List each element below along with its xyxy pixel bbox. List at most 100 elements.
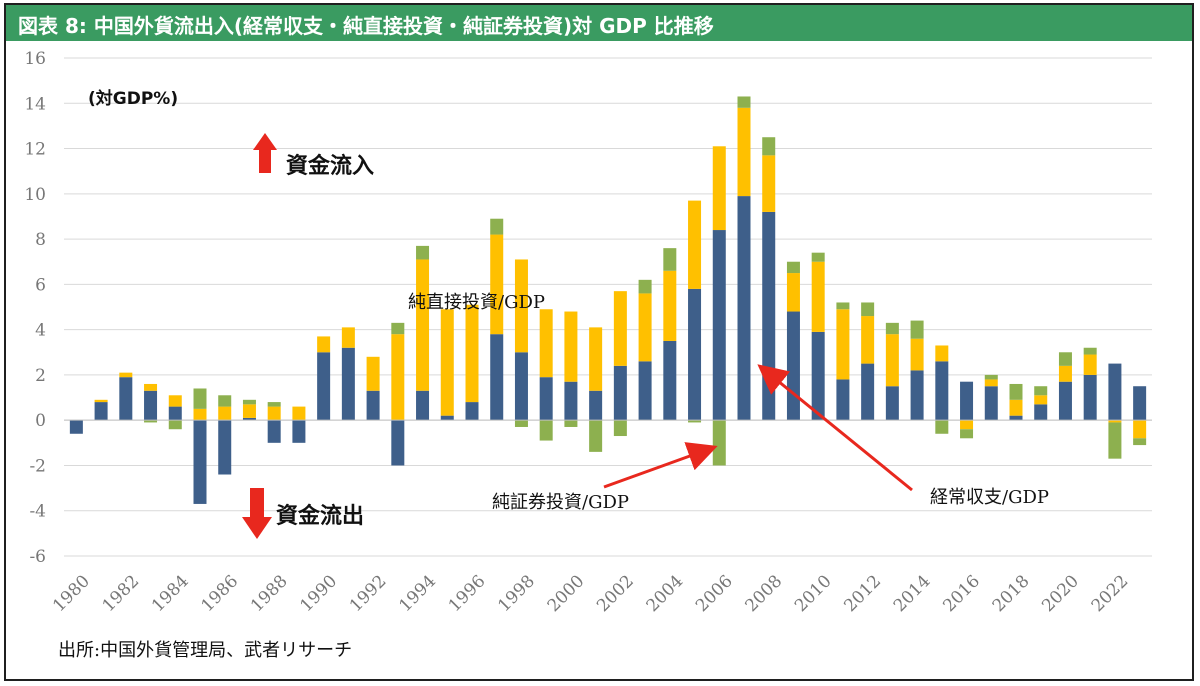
bar-portfolio [1133,438,1147,446]
bar-fdi [836,309,850,380]
bar-portfolio [391,322,405,335]
bar-portfolio [242,399,256,405]
bar-fdi [663,270,677,341]
bar-fdi [218,406,232,421]
bar-current-account [786,311,800,421]
bar-fdi [490,234,504,335]
portfolio-annotation: 純証券投資/GDP [492,492,629,513]
outflow-arrow-icon [242,488,272,539]
bar-fdi [416,259,430,391]
bar-fdi [514,259,528,353]
bar-fdi [935,345,949,362]
y-tick-label: -4 [29,502,46,522]
inflow-arrow-icon [253,133,277,173]
fdi-annotation: 純直接投資/GDP [408,292,545,313]
title-bar: 図表 8: 中国外貨流出入(経常収支・純直接投資・純証券投資)対 GDP 比推移 [6,5,1192,41]
y-tick-label: 2 [35,366,46,386]
bar-fdi [1009,399,1023,416]
bar-fdi [168,395,182,407]
bar-layer [69,96,1147,504]
bar-portfolio [811,252,825,262]
bar-fdi [638,293,652,362]
bar-portfolio [786,261,800,274]
bar-portfolio [589,420,603,452]
bar-current-account [69,420,83,434]
bar-fdi [341,327,355,348]
bar-fdi [910,338,924,371]
bar-fdi [737,107,751,197]
x-tick-label: 1986 [198,571,243,616]
y-tick-label: 16 [24,49,46,69]
bar-fdi [119,372,133,378]
bar-current-account [539,377,553,421]
x-tick-label: 2022 [1088,571,1133,616]
bar-current-account [960,381,974,421]
bar-portfolio [613,420,627,437]
x-tick-label: 2004 [643,571,688,616]
bar-fdi [1058,365,1072,382]
bar-current-account [811,331,825,421]
inflow-label: 資金流入 [286,153,374,179]
bar-fdi [762,155,776,212]
bar-current-account [1133,386,1147,421]
bar-portfolio [910,320,924,339]
x-tick-label: 1984 [148,571,193,616]
y-tick-label: 6 [35,275,46,295]
bar-fdi [861,316,875,364]
bar-portfolio [638,279,652,294]
bar-fdi [267,406,281,421]
y-tick-label: 4 [35,321,46,341]
bar-fdi [440,309,454,416]
bar-fdi [1083,354,1097,375]
bar-fdi [811,261,825,332]
bar-current-account [490,334,504,421]
bar-fdi [960,420,974,430]
bar-current-account [292,420,306,443]
bar-portfolio [564,420,578,427]
bar-fdi [786,273,800,312]
y-tick-label: -2 [29,456,46,476]
bar-current-account [144,390,158,421]
bar-fdi [391,334,405,421]
bar-portfolio [144,420,158,423]
x-tick-label: 2000 [544,571,589,616]
bar-current-account [168,406,182,421]
bar-fdi [589,327,603,391]
bar-current-account [935,361,949,421]
x-tick-label: 2020 [1038,571,1083,616]
bar-fdi [317,336,331,353]
y-tick-label: 14 [24,94,46,114]
bar-current-account [416,390,430,421]
x-tick-label: 2016 [939,571,984,616]
x-tick-label: 1988 [247,571,292,616]
bar-fdi [712,146,726,231]
bar-current-account [836,379,850,421]
bar-current-account [1108,363,1122,421]
x-tick-label: 1990 [296,571,341,616]
bar-fdi [564,311,578,382]
bar-portfolio [712,420,726,466]
y-tick-label: 0 [35,411,46,431]
y-tick-label: -6 [29,547,46,567]
y-tick-label: 10 [24,185,46,205]
bar-portfolio [416,245,430,260]
bar-portfolio [514,420,528,427]
x-tick-label: 1994 [395,571,440,616]
bar-fdi [242,404,256,418]
bar-current-account [1058,381,1072,421]
bar-portfolio [267,402,281,407]
bar-current-account [242,417,256,421]
bar-fdi [465,304,479,403]
bar-fdi [984,379,998,387]
bar-current-account [737,196,751,421]
bar-current-account [885,386,899,421]
bar-portfolio [737,96,751,108]
x-tick-label: 2018 [989,571,1034,616]
bar-portfolio [836,302,850,310]
bar-portfolio [1034,386,1048,396]
bar-current-account [391,420,405,466]
current-account-pointer-arrow [757,364,913,492]
bar-portfolio [762,137,776,156]
y-tick-label: 12 [24,140,46,160]
